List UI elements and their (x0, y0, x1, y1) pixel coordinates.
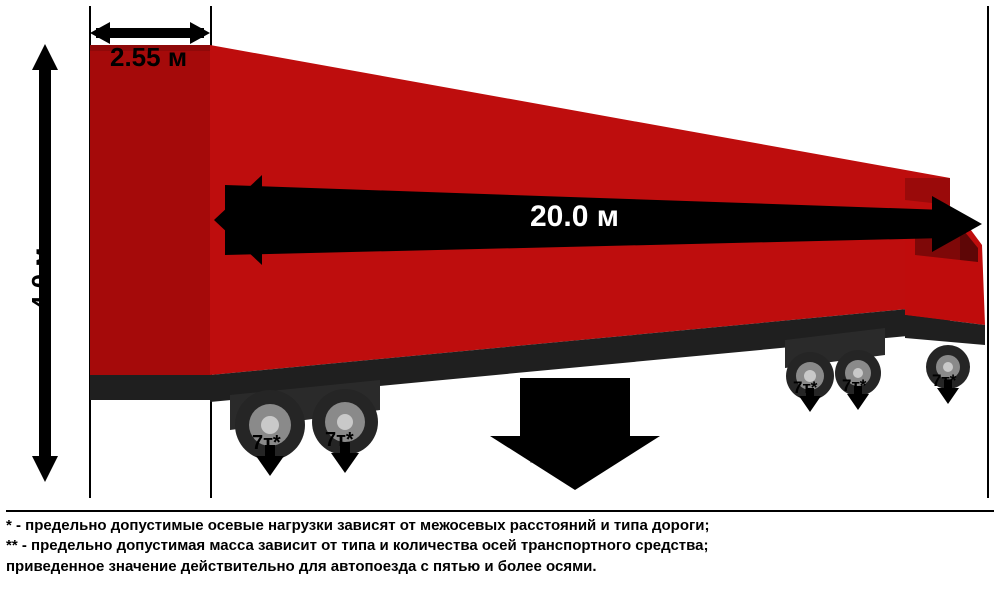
diagram-stage: 2.55 м 4.0 м 20.0 м 7т* 7т* 7т* 7т* 7т* … (0, 0, 1000, 500)
trailer-back-face (90, 45, 210, 375)
axle-label-1: 7т* (252, 432, 281, 455)
weight-label: 40 т** (530, 438, 615, 475)
footnotes: * - предельно допустимые осевые нагрузки… (6, 510, 994, 577)
axle-label-2: 7т* (325, 429, 354, 452)
footnote-3: приведенное значение действительно для а… (6, 557, 994, 577)
axle-label-3: 7т* (793, 378, 817, 398)
truck-svg (0, 0, 1000, 500)
axle-label-5: 7т* (932, 371, 956, 391)
footnote-2: ** - предельно допустимая масса зависит … (6, 536, 994, 556)
chassis-back-face (90, 375, 210, 400)
width-arrow (90, 22, 210, 44)
length-label: 20.0 м (530, 200, 619, 234)
width-label: 2.55 м (110, 42, 187, 73)
axle-label-4: 7т* (842, 376, 866, 396)
height-label: 4.0 м (26, 247, 57, 310)
footnote-1: * - предельно допустимые осевые нагрузки… (6, 516, 994, 536)
